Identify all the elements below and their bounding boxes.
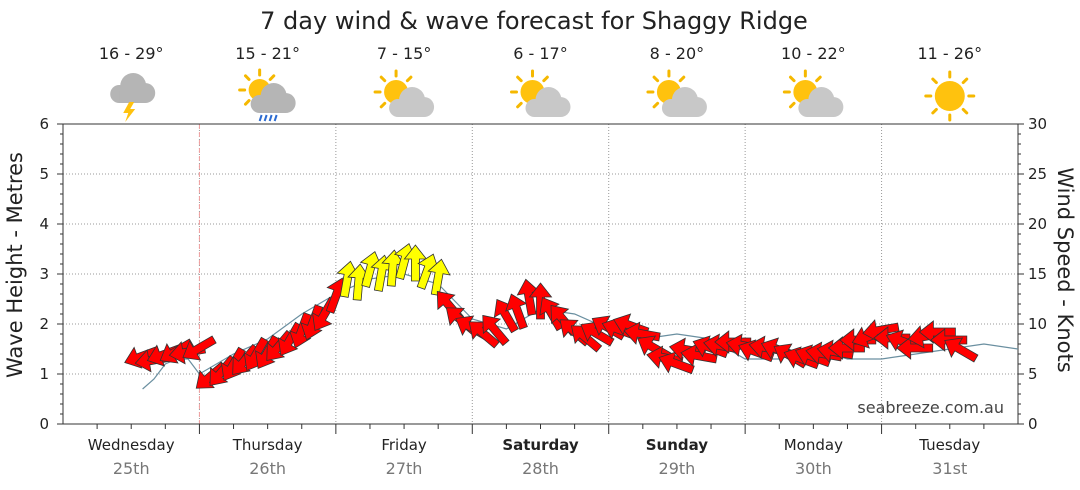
wind-arrow	[482, 314, 510, 347]
y-left-tick-label: 5	[39, 165, 49, 183]
y-right-tick-label: 25	[1028, 165, 1047, 183]
daily-temperatures: 16 - 29° 15 - 21° 7 - 15° 6 - 17° 8 - 20° 10 …	[99, 44, 982, 63]
watermark: seabreeze.com.au	[857, 398, 1004, 417]
left-axis-title: Wave Height - Metres	[3, 152, 27, 378]
day-date: 30th	[795, 459, 832, 478]
day-temperature: 16 - 29°	[99, 44, 164, 63]
sun-ray	[244, 74, 251, 81]
day-date: 28th	[522, 459, 559, 478]
day-date: 31st	[932, 459, 967, 478]
sun-ray	[931, 77, 938, 85]
day-name: Monday	[784, 436, 843, 454]
y-right-tick-label: 15	[1028, 265, 1047, 283]
y-right-tick-label: 20	[1028, 215, 1047, 233]
y-left-tick-label: 0	[39, 415, 49, 433]
partly-cloudy-icon	[782, 69, 844, 117]
day-temperature: 11 - 26°	[917, 44, 982, 63]
day-temperature: 6 - 17°	[513, 44, 567, 63]
y-right-tick-label: 10	[1028, 315, 1047, 333]
day-name: Thursday	[232, 436, 303, 454]
partly-cloudy-icon	[373, 69, 435, 117]
y-left-tick-label: 6	[39, 115, 49, 133]
rain-drop	[263, 114, 268, 122]
day-temperature: 7 - 15°	[377, 44, 431, 63]
rain-drop	[268, 114, 273, 122]
sun-disc	[934, 81, 965, 111]
day-name: Friday	[381, 436, 427, 454]
wind-arrow	[505, 293, 528, 330]
cloud-base	[534, 105, 561, 117]
partly-cloudy-icon	[510, 69, 571, 117]
right-axis-title: Wind Speed - Knots	[1053, 167, 1077, 372]
day-name: Tuesday	[918, 436, 980, 454]
sun-ray	[516, 75, 523, 83]
sun-ray	[516, 101, 523, 109]
left-axis-ticks: 0 1 2 3 4 5 6	[39, 115, 63, 433]
wind-arrow	[528, 282, 553, 320]
chart-title: 7 day wind & wave forecast for Shaggy Ri…	[260, 7, 808, 35]
sun-ray	[789, 75, 796, 83]
day-name: Saturday	[502, 436, 579, 454]
wind-arrow	[944, 337, 979, 363]
lightning-bolt	[123, 102, 136, 122]
sun-ray	[379, 101, 387, 109]
cloud-base	[398, 105, 425, 117]
sun-ray	[961, 107, 969, 115]
day-name: Sunday	[646, 436, 709, 454]
weather-icons	[110, 68, 976, 122]
wind-arrow	[427, 258, 451, 296]
day-date: 26th	[249, 459, 286, 478]
day-date: 25th	[113, 459, 150, 478]
y-right-tick-label: 0	[1028, 415, 1038, 433]
sun-ray	[961, 77, 969, 85]
wind-arrow-series	[124, 243, 979, 389]
day-temperature: 8 - 20°	[650, 44, 704, 63]
day-date: 29th	[659, 459, 696, 478]
sun-ray	[542, 75, 549, 83]
wind-arrow	[182, 335, 217, 361]
day-labels: Wednesday 25th Thursday 26th Friday 27th Satur…	[88, 436, 981, 478]
sun-ray	[789, 101, 796, 109]
cloud-base	[670, 105, 697, 117]
y-right-tick-label: 5	[1028, 365, 1038, 383]
partly-cloudy-icon	[646, 69, 707, 117]
y-right-tick-label: 30	[1028, 115, 1047, 133]
sun-cloud-rain-icon	[238, 68, 296, 122]
sun-ray	[652, 101, 660, 109]
sun-ray	[268, 74, 276, 81]
sun-ray	[815, 75, 822, 83]
cloud-base	[259, 101, 286, 113]
cloud-base	[119, 91, 146, 103]
day-date: 27th	[386, 459, 423, 478]
sun-ray	[652, 75, 660, 83]
right-axis-ticks: 0 5 10 15 20 25 30	[1018, 115, 1047, 433]
rain-drop	[273, 114, 278, 122]
day-name: Wednesday	[88, 436, 175, 454]
day-temperature: 15 - 21°	[235, 44, 300, 63]
y-left-tick-label: 1	[39, 365, 49, 383]
sun-ray	[931, 107, 938, 115]
y-left-tick-label: 3	[39, 265, 49, 283]
cloud-base	[807, 105, 834, 117]
sun-ray	[405, 75, 413, 83]
rain-drop	[258, 114, 263, 122]
day-temperature: 10 - 22°	[781, 44, 846, 63]
sun-ray	[678, 75, 686, 83]
wind-arrow	[277, 321, 303, 357]
sun-ray	[244, 99, 251, 106]
y-left-tick-label: 2	[39, 315, 49, 333]
sun-icon	[924, 70, 976, 122]
sun-ray	[379, 75, 387, 83]
storm-cloud-icon	[110, 73, 156, 122]
wind-arrow	[300, 304, 324, 341]
y-left-tick-label: 4	[39, 215, 49, 233]
